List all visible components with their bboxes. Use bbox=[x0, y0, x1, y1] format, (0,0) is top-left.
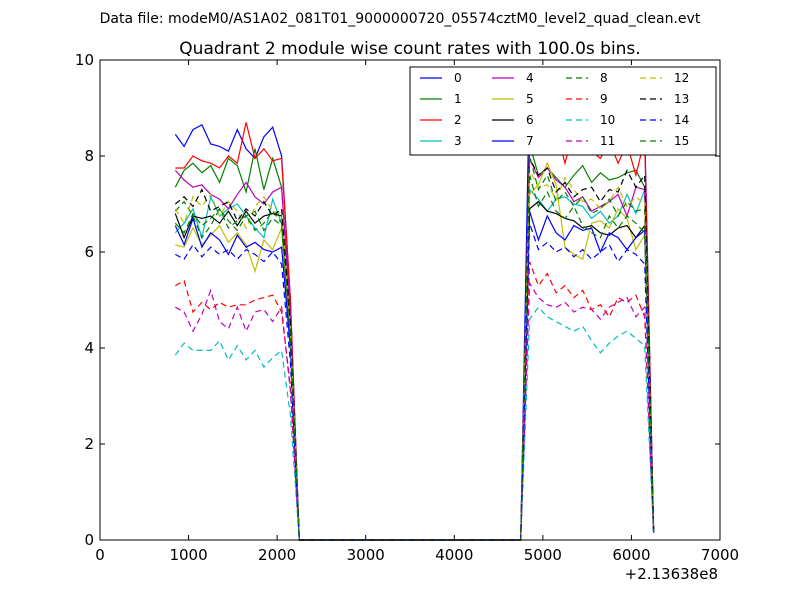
x-tick-label: 5000 bbox=[524, 546, 562, 564]
legend-label-15: 15 bbox=[674, 134, 689, 148]
plot-frame bbox=[99, 59, 721, 541]
x-tick-label: 3000 bbox=[347, 546, 385, 564]
legend-label-1: 1 bbox=[454, 92, 462, 106]
legend-label-11: 11 bbox=[600, 134, 615, 148]
x-tick-label: 6000 bbox=[612, 546, 650, 564]
x-tick-label: 7000 bbox=[701, 546, 739, 564]
legend-label-12: 12 bbox=[674, 71, 689, 85]
legend-label-9: 9 bbox=[600, 92, 608, 106]
y-tick-label: 10 bbox=[75, 51, 94, 69]
legend-label-0: 0 bbox=[454, 71, 462, 85]
chart-title: Quadrant 2 module wise count rates with … bbox=[179, 39, 640, 59]
legend-box bbox=[409, 66, 717, 156]
x-tick-label: 4000 bbox=[435, 546, 473, 564]
y-tick-label: 2 bbox=[84, 435, 94, 453]
y-tick-label: 8 bbox=[84, 147, 94, 165]
x-offset-label: +2.13638e8 bbox=[625, 565, 718, 583]
legend-label-4: 4 bbox=[526, 71, 534, 85]
y-tick-label: 4 bbox=[84, 339, 94, 357]
legend-label-7: 7 bbox=[526, 134, 534, 148]
legend-label-2: 2 bbox=[454, 113, 462, 127]
legend-label-5: 5 bbox=[526, 92, 534, 106]
legend-label-10: 10 bbox=[600, 113, 615, 127]
x-tick-label: 2000 bbox=[258, 546, 296, 564]
legend-label-6: 6 bbox=[526, 113, 534, 127]
legend-label-13: 13 bbox=[674, 92, 689, 106]
legend-label-14: 14 bbox=[674, 113, 689, 127]
legend-label-8: 8 bbox=[600, 71, 608, 85]
y-tick-label: 0 bbox=[84, 531, 94, 549]
x-tick-label: 0 bbox=[95, 546, 105, 564]
chart-suptitle: Data file: modeM0/AS1A02_081T01_90000007… bbox=[100, 11, 701, 27]
y-tick-label: 6 bbox=[84, 243, 94, 261]
x-tick-label: 1000 bbox=[169, 546, 207, 564]
legend-label-3: 3 bbox=[454, 134, 462, 148]
